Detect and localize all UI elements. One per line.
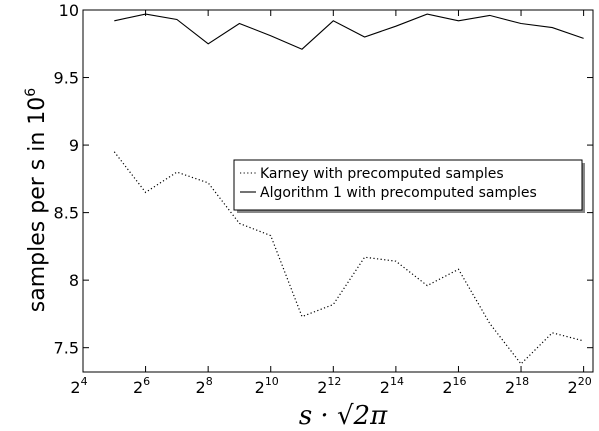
- series-line-1: [113, 151, 584, 365]
- legend-entry-2: Algorithm 1 with precomputed samples: [260, 185, 537, 201]
- y-tick-label-3: 8.5: [54, 204, 79, 223]
- series-line-2: [114, 13, 584, 50]
- y-tick-label-4: 9: [69, 136, 79, 155]
- x-tick-label-3: 28: [196, 375, 213, 397]
- x-axis-label: s · √2π: [299, 401, 388, 431]
- legend-entry-1: Karney with precomputed samples: [260, 166, 504, 182]
- legend-box: [233, 159, 583, 211]
- x-tick-label-5: 212: [317, 375, 341, 397]
- plot-area: [113, 13, 584, 365]
- axes: 24 26 28 210 212 214 216 218 220 7.5 8 8.5 9 9.5 10: [54, 1, 594, 397]
- y-tick-label-1: 7.5: [54, 339, 79, 358]
- x-tick-label-6: 214: [380, 375, 404, 397]
- legend: Karney with precomputed samples Algorithm…: [233, 159, 585, 213]
- y-axis-label: samples per s in 106: [23, 88, 50, 312]
- x-tick-label-7: 216: [442, 375, 466, 397]
- x-tick-label-8: 218: [505, 375, 529, 397]
- x-tick-label-9: 220: [568, 375, 592, 397]
- x-tick-label-1: 24: [70, 375, 87, 397]
- x-tick-label-2: 26: [133, 375, 150, 397]
- y-tick-label-6: 10: [59, 1, 79, 20]
- plot-frame: [82, 9, 594, 373]
- y-tick-label-2: 8: [69, 271, 79, 290]
- x-tick-label-4: 210: [255, 375, 279, 397]
- y-tick-label-5: 9.5: [54, 69, 79, 88]
